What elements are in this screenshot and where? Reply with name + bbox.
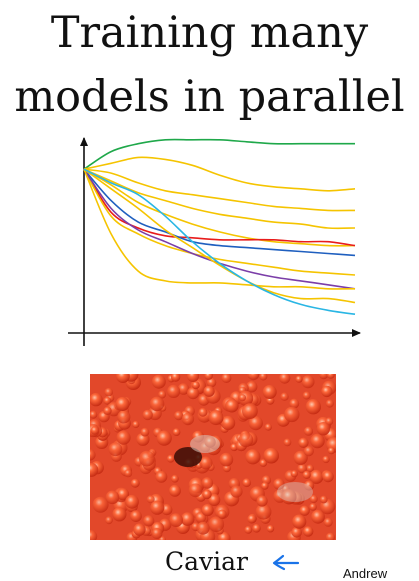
handwritten-arrow-icon <box>272 554 300 571</box>
caviar-photo <box>90 374 336 540</box>
series-line-6 <box>83 168 356 247</box>
series-line-10 <box>83 168 356 290</box>
series-line-2 <box>83 156 356 192</box>
series-line-5 <box>83 168 356 247</box>
author-credit: Andrew <box>343 566 388 581</box>
series-line-4 <box>83 168 356 230</box>
series-line-12 <box>83 168 356 315</box>
series-line-1 <box>83 138 355 170</box>
slide-title-line-2: models in parallel <box>14 72 405 122</box>
slide-title-line-1: Training many <box>50 8 369 58</box>
series-line-7 <box>83 168 356 257</box>
series-line-8 <box>83 168 356 276</box>
learning-curves-chart <box>68 137 361 346</box>
series-line-11 <box>83 168 356 304</box>
image-caption: Caviar <box>165 547 249 576</box>
series-line-3 <box>83 168 356 212</box>
caviar-eggs <box>90 374 336 540</box>
series-layer <box>83 138 356 315</box>
